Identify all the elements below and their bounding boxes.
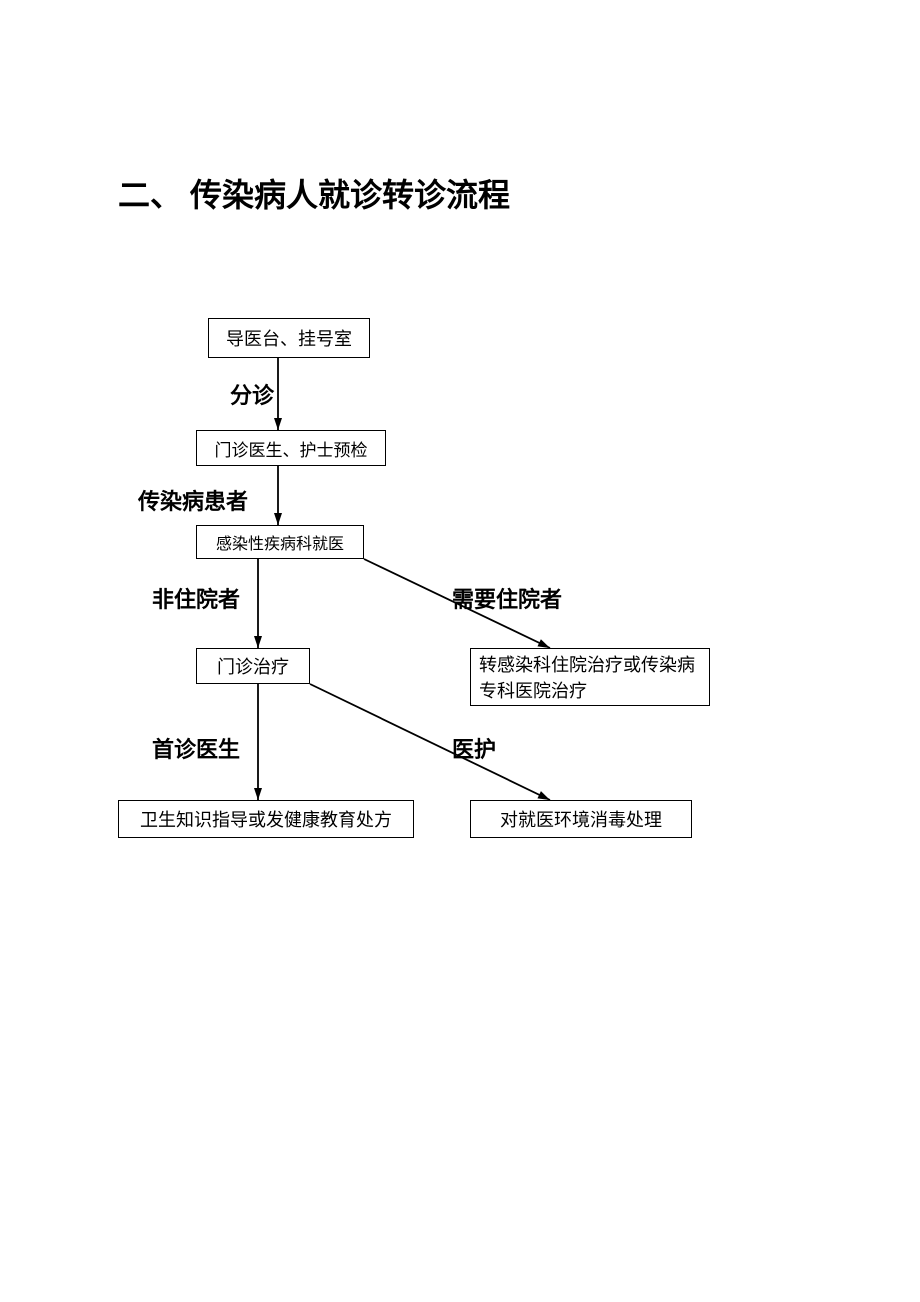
node-reception: 导医台、挂号室 xyxy=(208,318,370,358)
node-health-education: 卫生知识指导或发健康教育处方 xyxy=(118,800,414,838)
node-label: 卫生知识指导或发健康教育处方 xyxy=(140,806,392,832)
edge-label-medical-staff: 医护 xyxy=(452,732,496,764)
node-label: 转感染科住院治疗或传染病专科医院治疗 xyxy=(479,651,701,703)
node-label: 门诊医生、护士预检 xyxy=(215,436,368,461)
edge-label-triage: 分诊 xyxy=(230,378,274,410)
node-precheck: 门诊医生、护士预检 xyxy=(196,430,386,466)
edge-label-infectious-patient: 传染病患者 xyxy=(138,484,248,516)
node-label: 导医台、挂号室 xyxy=(226,325,352,351)
node-outpatient: 门诊治疗 xyxy=(196,648,310,684)
edge-label-non-inpatient: 非住院者 xyxy=(152,582,240,614)
node-label: 对就医环境消毒处理 xyxy=(500,806,662,832)
node-infectious-dept: 感染性疾病科就医 xyxy=(196,525,364,559)
page-title: 二、 传染病人就诊转诊流程 xyxy=(118,170,510,216)
node-inpatient-transfer: 转感染科住院治疗或传染病专科医院治疗 xyxy=(470,648,710,706)
edge-label-need-inpatient: 需要住院者 xyxy=(452,582,562,614)
edge-label-first-doctor: 首诊医生 xyxy=(152,732,240,764)
node-disinfection: 对就医环境消毒处理 xyxy=(470,800,692,838)
node-label: 感染性疾病科就医 xyxy=(216,530,344,554)
node-label: 门诊治疗 xyxy=(217,653,289,679)
